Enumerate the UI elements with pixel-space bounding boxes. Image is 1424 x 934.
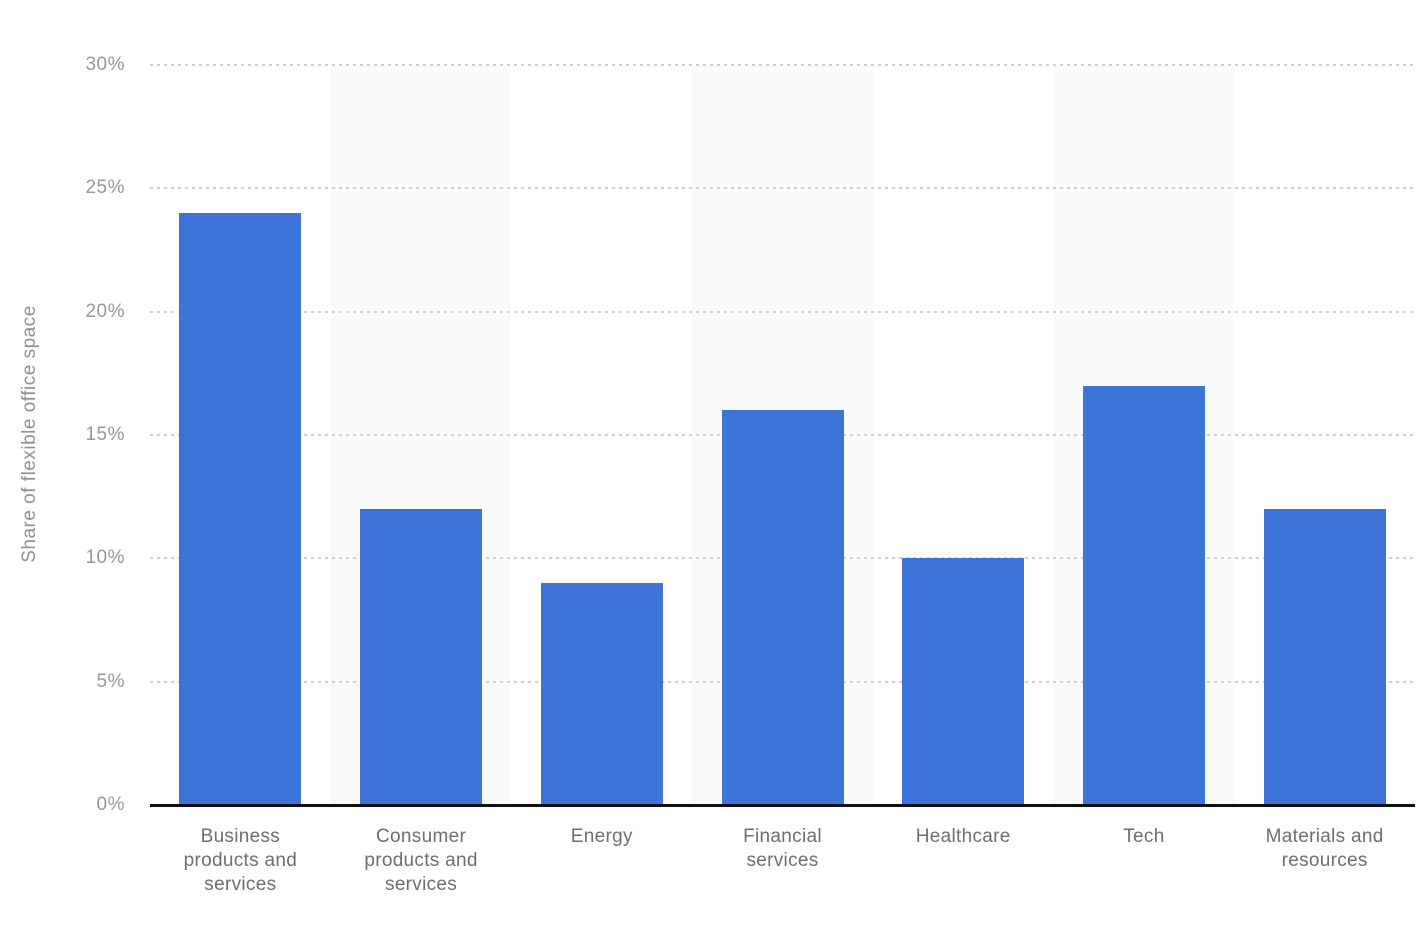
bar-consumer-products-and-services <box>360 509 483 805</box>
y-tick-label-25: 25% <box>85 177 125 199</box>
x-label-consumer-products-and-services: Consumer products and services <box>364 826 478 895</box>
y-tick-label-30: 30% <box>85 54 125 75</box>
bar-tech <box>1082 385 1205 805</box>
gridline-25 <box>150 187 1415 190</box>
y-tick-label-0: 0% <box>96 794 125 815</box>
x-label-healthcare: Healthcare <box>915 826 1011 847</box>
y-tick-label-5: 5% <box>96 670 125 692</box>
x-label-business-products-and-services: Business products and services <box>183 826 298 895</box>
x-label-tech: Tech <box>1123 826 1165 847</box>
x-label-financial-services: Financial services <box>743 826 822 871</box>
bar-financial-services <box>721 410 844 805</box>
y-axis-title: Share of flexible office space <box>19 305 40 563</box>
y-tick-label-10: 10% <box>85 547 125 569</box>
gridline-20 <box>150 310 1415 313</box>
x-axis-line <box>150 804 1415 807</box>
y-tick-label-20: 20% <box>85 300 125 322</box>
bar-energy <box>540 583 663 805</box>
y-tick-label-15: 15% <box>85 424 125 445</box>
bar-healthcare <box>902 558 1025 805</box>
x-label-energy: Energy <box>570 826 633 847</box>
bar-business-products-and-services <box>179 213 302 805</box>
x-label-materials-and-resources: Materials and resources <box>1265 826 1384 871</box>
bar-materials-and-resources <box>1263 509 1386 805</box>
gridline-30 <box>150 64 1415 66</box>
